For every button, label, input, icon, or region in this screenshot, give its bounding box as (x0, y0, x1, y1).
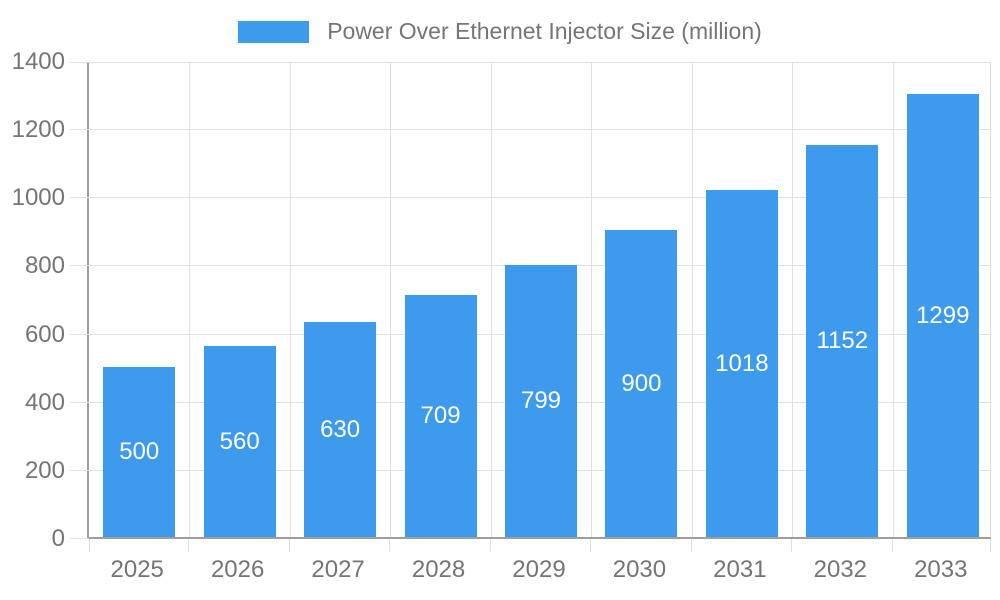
x-axis-label: 2031 (713, 556, 767, 583)
y-tick (70, 333, 89, 335)
y-tick (70, 538, 89, 539)
x-axis-label: 2026 (210, 556, 265, 583)
legend: Power Over Ethernet Injector Size (milli… (0, 18, 1000, 45)
y-axis-label: 600 (24, 320, 65, 348)
y-tick (70, 401, 89, 403)
bar-value-label: 1018 (715, 349, 769, 377)
v-gridline (591, 62, 593, 537)
h-gridline (89, 197, 991, 199)
legend-swatch (238, 20, 310, 43)
x-tick (489, 539, 491, 552)
bar-2030: 900 (605, 230, 678, 537)
y-axis-label: 200 (24, 456, 65, 484)
bar-2032: 1152 (806, 144, 879, 537)
bar-2033: 1299 (906, 94, 979, 537)
y-tick (70, 469, 89, 471)
x-tick (288, 539, 290, 552)
v-gridline (892, 62, 894, 537)
x-tick (690, 539, 692, 552)
bar-value-label: 1299 (916, 301, 970, 329)
bar-value-label: 1152 (816, 326, 869, 354)
bar-value-label: 500 (119, 437, 160, 465)
x-tick (891, 539, 893, 552)
x-tick (990, 539, 991, 552)
h-gridline (89, 129, 991, 131)
x-axis-label: 2029 (512, 556, 566, 583)
x-axis-label: 2033 (914, 556, 968, 583)
x-tick (791, 539, 793, 552)
v-gridline (990, 62, 991, 537)
v-gridline (792, 62, 794, 537)
h-gridline (89, 62, 991, 63)
y-tick (70, 197, 89, 199)
bar-2025: 500 (103, 366, 176, 537)
v-gridline (390, 62, 392, 537)
plot-area: 500 560 630 709 799 900 1018 1152 1299 (70, 62, 991, 552)
x-axis-label: 2027 (311, 556, 365, 583)
x-tick (389, 539, 391, 552)
x-tick (590, 539, 592, 552)
y-tick (70, 265, 89, 267)
bar-value-label: 630 (320, 415, 361, 443)
y-axis-label: 400 (24, 388, 65, 416)
bar-2029: 799 (505, 264, 577, 537)
v-gridline (691, 62, 693, 537)
bar-value-label: 560 (219, 427, 260, 455)
x-axis-label: 2030 (612, 556, 667, 583)
x-axis-label: 2025 (110, 556, 164, 583)
y-axis-label: 1400 (11, 48, 65, 75)
bar-2027: 630 (304, 322, 377, 537)
x-axis-label: 2032 (813, 556, 868, 583)
bar-2026: 560 (203, 346, 276, 537)
x-tick (188, 539, 190, 552)
v-gridline (490, 62, 492, 537)
bar-value-label: 799 (520, 386, 562, 414)
v-gridline (289, 62, 291, 537)
v-gridline (189, 62, 191, 537)
y-axis-label: 0 (51, 525, 65, 552)
bar-2028: 709 (404, 295, 477, 537)
bar-2031: 1018 (705, 190, 778, 537)
y-axis-label: 1000 (11, 184, 65, 212)
y-tick (70, 129, 89, 131)
y-tick (70, 62, 89, 63)
bar-value-label: 709 (420, 402, 461, 430)
bar-value-label: 900 (621, 369, 662, 397)
y-axis-label: 800 (24, 252, 65, 280)
x-tick (89, 539, 90, 552)
legend-label: Power Over Ethernet Injector Size (milli… (327, 18, 762, 44)
x-axis-label: 2028 (411, 556, 466, 583)
y-axis-label: 1200 (11, 116, 65, 144)
